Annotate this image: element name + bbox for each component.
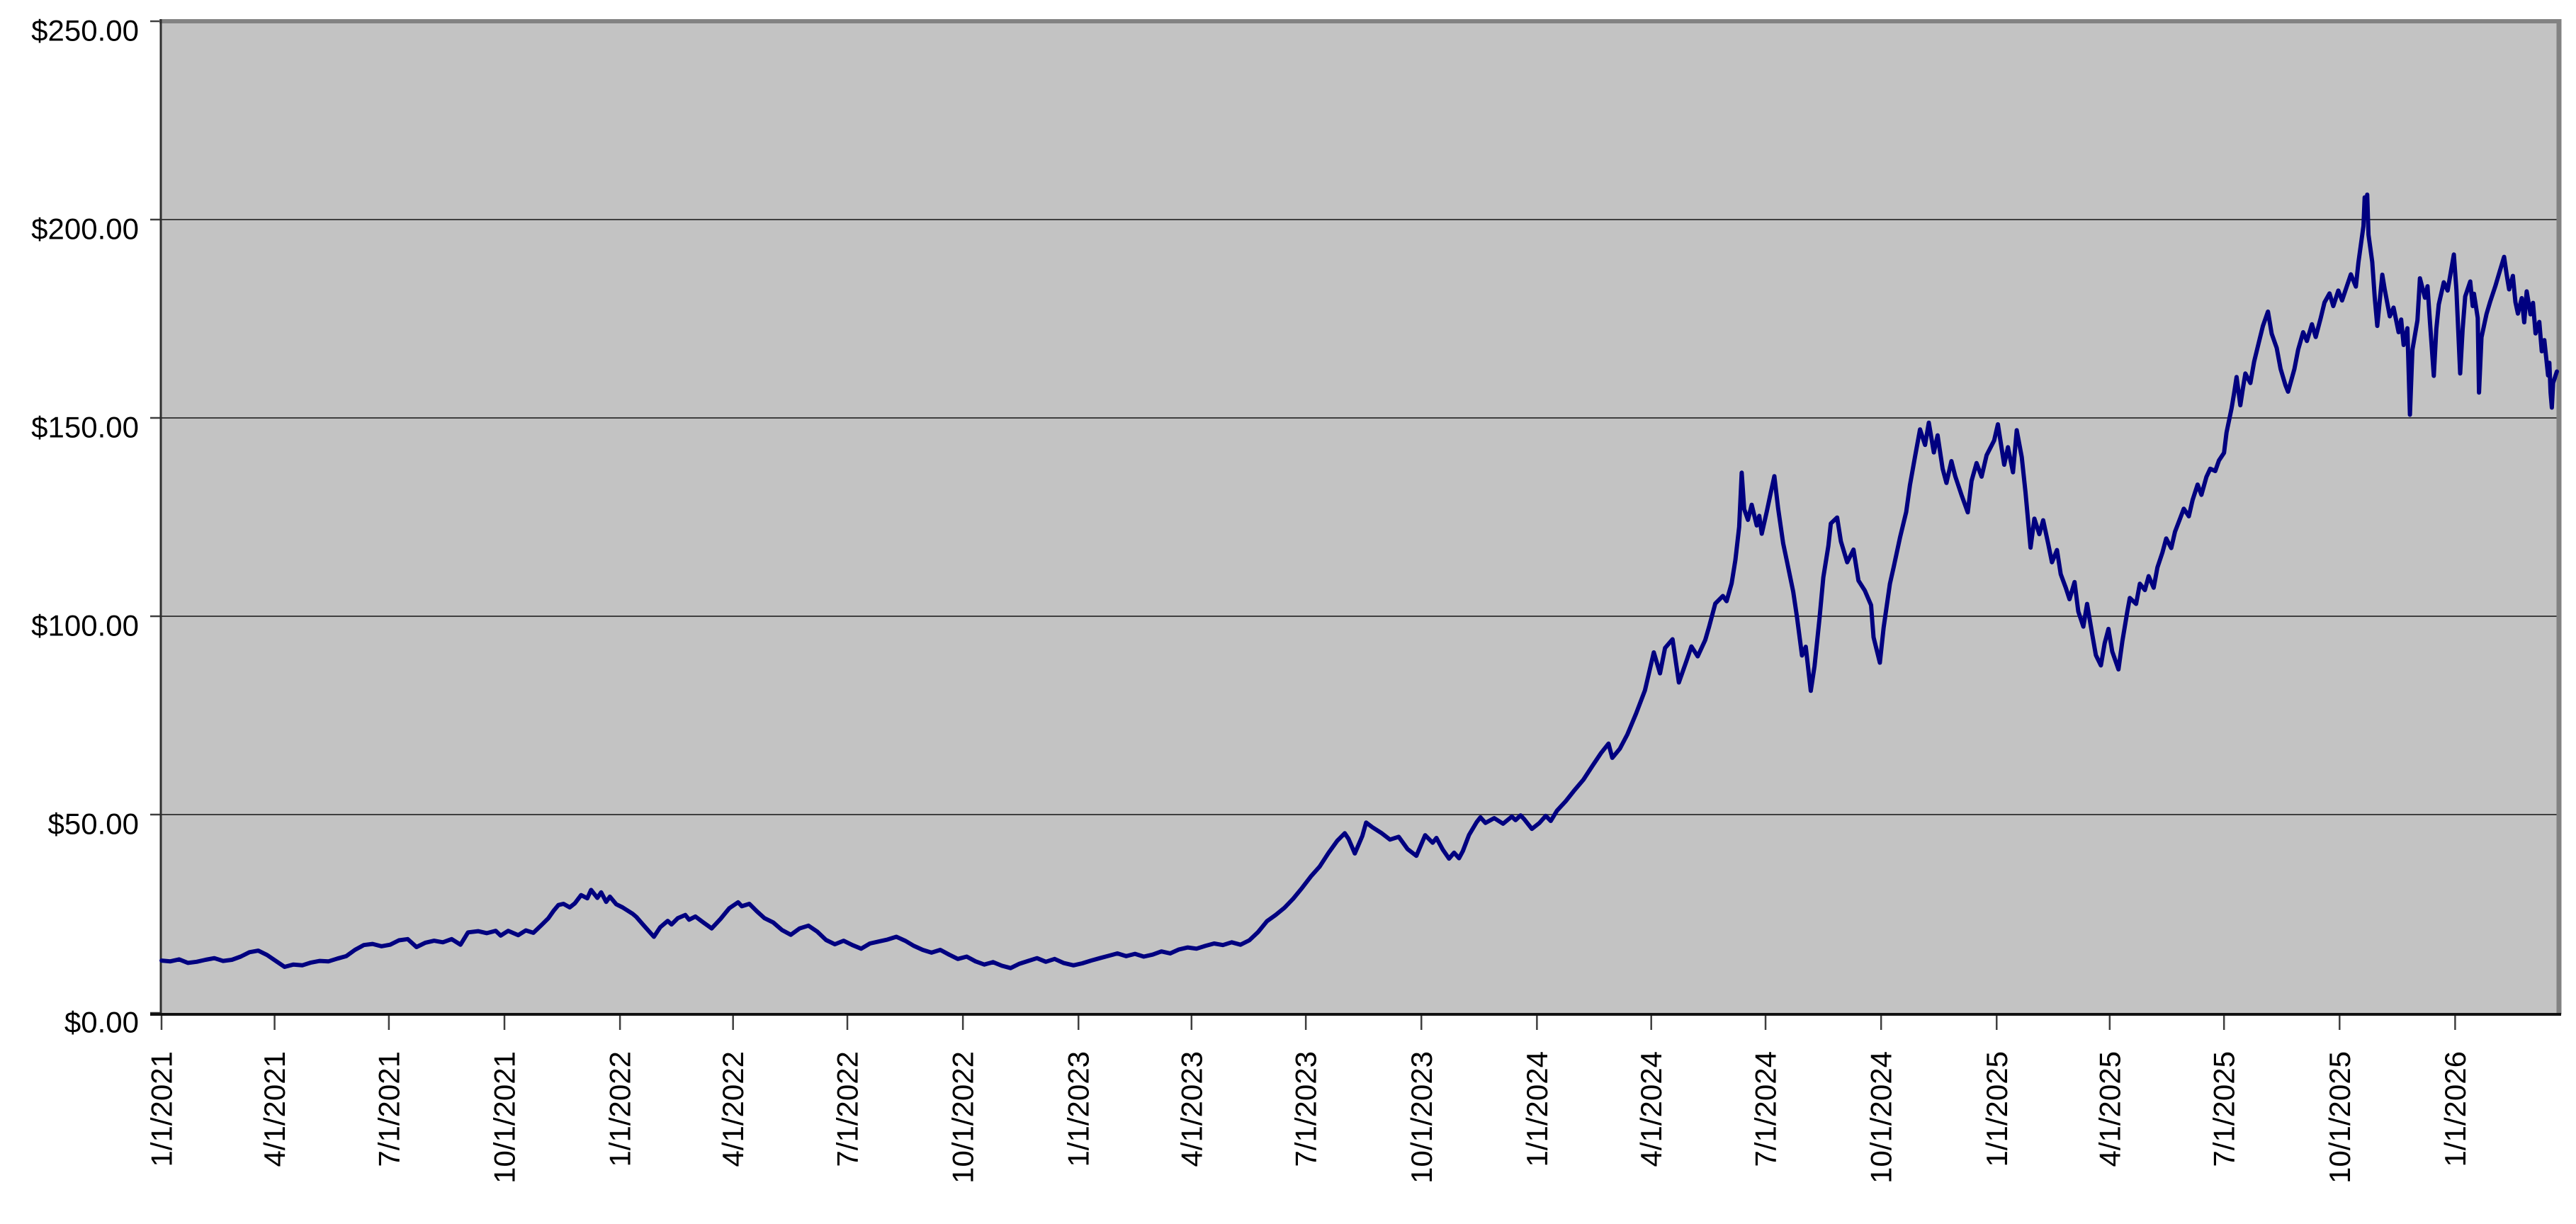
x-axis-tick-label: 7/1/2022 [831,1051,864,1167]
x-axis-tick-label: 1/1/2022 [604,1051,637,1167]
x-axis-labels: 1/1/2021 4/1/2021 7/1/2021 10/1/2021 1/1/202… [145,1051,2472,1184]
y-axis-labels: $250.00 $200.00 $150.00 $100.00 $50.00 $0.00 [31,14,139,1039]
y-gridlines [162,219,2557,815]
x-axis-tick-label: 4/1/2022 [716,1051,750,1167]
x-axis-tick-label: 1/1/2023 [1062,1051,1095,1167]
x-axis-tick-label: 7/1/2024 [1749,1051,1783,1167]
x-axis-tick-label: 1/1/2026 [2439,1051,2472,1167]
plot-area-border [150,19,2562,1016]
x-axis-tick-label: 10/1/2021 [488,1051,521,1184]
y-axis-tick-label: $200.00 [31,212,139,246]
y-axis-tick-label: $250.00 [31,14,139,47]
x-axis-tick-label: 10/1/2024 [1865,1051,1898,1184]
price-series-line [159,192,2559,970]
x-axis-tick-label: 1/1/2025 [1980,1051,2013,1167]
y-axis-tick-label: $50.00 [48,808,139,841]
x-axis-tick-label: 10/1/2023 [1405,1051,1438,1184]
plot-area [162,21,2557,1013]
x-axis-tick-label: 7/1/2025 [2208,1051,2241,1167]
x-axis-tick-label: 4/1/2021 [258,1051,291,1167]
x-axis-tick-label: 4/1/2023 [1175,1051,1208,1167]
x-axis-tick-label: 4/1/2025 [2093,1051,2126,1167]
x-axis-tick-label: 1/1/2021 [145,1051,179,1167]
x-axis-tick-label: 10/1/2022 [947,1051,980,1184]
y-axis-tick-label: $100.00 [31,609,139,642]
y-tick-marks [150,20,161,1014]
x-axis-tick-label: 4/1/2024 [1634,1051,1668,1167]
x-axis-tick-label: 7/1/2021 [372,1051,405,1167]
x-axis-tick-label: 10/1/2025 [2323,1051,2356,1184]
x-tick-marks [160,1016,2456,1030]
x-axis-tick-label: 7/1/2023 [1289,1051,1323,1167]
x-axis-tick-label: 1/1/2024 [1520,1051,1554,1167]
y-axis-tick-label: $150.00 [31,411,139,444]
y-axis-tick-label: $0.00 [64,1006,139,1039]
